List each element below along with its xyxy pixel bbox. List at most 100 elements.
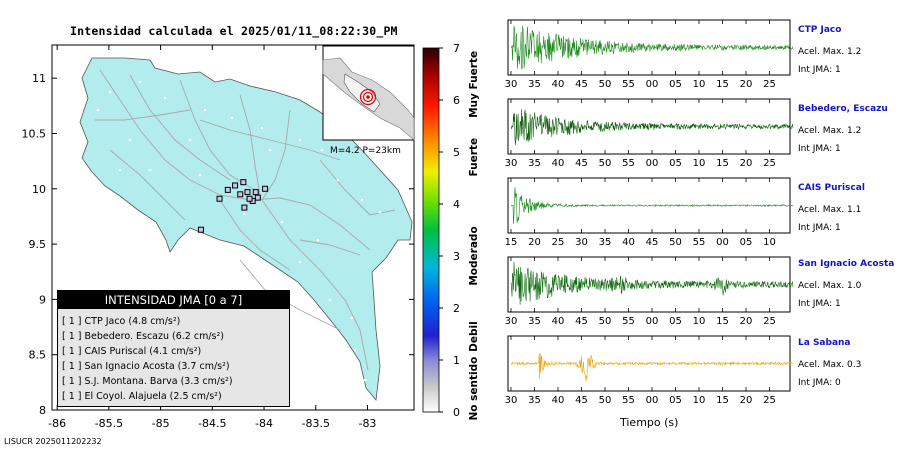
trace-tick-label: 50 [599,395,612,406]
map-y-tick-label: 10 [32,183,46,196]
colorbar-tick-label: 1 [453,354,460,367]
legend-row: [ 1 ] S.J. Montana. Barva (3.3 cm/s²) [62,376,233,387]
trace-tick-label: 15 [716,395,729,406]
station-marker [252,189,259,196]
trace-tick-label: 40 [552,316,565,327]
station-markers [96,80,382,382]
trace-tick-label: 55 [622,395,635,406]
trace-tick-label: 05 [669,79,682,90]
station-marker [197,226,204,233]
trace-tick-label: 30 [505,79,518,90]
town-dot [328,298,332,302]
station-jma: Int JMA: 1 [798,65,841,75]
trace-tick-label: 40 [552,395,565,406]
map-x-tick-label: -86 [48,417,66,430]
trace-tick-label: 45 [575,316,588,327]
station-name: San Ignacio Acosta [798,259,895,269]
map-y-tick-label: 10.5 [22,127,47,140]
town-dot [268,148,272,152]
trace-tick-label: 30 [505,395,518,406]
credit-label: LISUCR 2025011202232 [4,437,102,446]
trace-tick-label: 10 [763,237,776,248]
x-axis-label: Tiempo (s) [620,416,679,429]
colorbar-zone-label: Muy Fuerte [468,51,480,118]
station-marker [240,179,247,186]
trace-tick-label: 25 [552,237,565,248]
trace-tick-label: 45 [575,79,588,90]
station-accel: Acel. Max. 1.2 [798,47,862,57]
trace-tick-label: 35 [528,316,541,327]
colorbar-zone-label: No sentido [468,357,480,421]
trace-panel: 30 35 40 45 50 55 00 05 10 15 20 25 [505,98,794,169]
legend-row: [ 1 ] San Ignacio Acosta (3.7 cm/s²) [62,361,230,372]
station-accel: Acel. Max. 0.3 [798,360,862,370]
town-dot [378,210,382,214]
trace-tick-label: 35 [599,237,612,248]
station-marker [241,204,248,211]
map-x-tick-label: -83 [358,417,376,430]
trace-tick-label: 40 [552,158,565,169]
waveform-panels: 30 35 40 45 50 55 00 05 10 15 20 25 30 35 40 45 50 55 00 05… [505,19,794,406]
trace-tick-label: 10 [693,316,706,327]
intensity-colorbar: 0 1 2 3 4 5 6 7 No sentido Debil Moderado Fuerte Muy… [422,42,480,421]
road-network [95,69,396,371]
trace-tick-label: 15 [716,158,729,169]
station-accel: Acel. Max. 1.2 [798,126,862,136]
intensity-legend: INTENSIDAD JMA [0 a 7] [ 1 ] CTP Jaco (4… [57,290,290,407]
trace-tick-label: 30 [505,316,518,327]
station-marker [244,189,251,196]
colorbar-zone-label: Debil [468,321,480,352]
station-name: CTP Jaco [798,25,842,35]
legend-title: INTENSIDAD JMA [0 a 7] [58,291,289,309]
colorbar-tick-label: 5 [453,146,460,159]
trace-tick-label: 50 [599,79,612,90]
town-dot [298,138,302,142]
colorbar-tick-label: 6 [453,94,460,107]
colorbar-zone-label: Moderado [468,226,480,285]
trace-tick-label: 35 [528,395,541,406]
trace-tick-label: 50 [669,237,682,248]
trace-panel: 30 35 40 45 50 55 00 05 10 15 20 25 [505,19,794,90]
map-x-tick-label: -83.5 [302,417,330,430]
town-dot [360,198,364,202]
trace-tick-label: 05 [740,237,753,248]
colorbar-tick-label: 2 [453,302,460,315]
colorbar-tick-label: 0 [453,406,460,419]
town-dot [198,173,202,177]
station-marker [224,186,231,193]
colorbar-tick-label: 3 [453,250,460,263]
map-x-tick-label: -85 [152,417,170,430]
trace-tick-label: 45 [575,395,588,406]
town-dot [188,138,192,142]
trace-tick-label: 20 [740,395,753,406]
trace-tick-label: 00 [646,79,659,90]
town-dot [138,80,142,84]
epicenter-icon [366,95,370,99]
map-y-tick-label: 9.5 [29,238,47,251]
trace-panel: 30 35 40 45 50 55 00 05 10 15 20 25 [505,256,794,327]
epicenter-ring-outer [359,88,377,106]
colorbar-zone-label: Fuerte [468,138,480,177]
map-x-tick-label: -84 [255,417,273,430]
waveform-line [510,352,794,382]
trace-tick-label: 50 [599,316,612,327]
town-dot [118,168,122,172]
town-dot [280,220,284,224]
town-dot [96,108,100,112]
trace-tick-label: 10 [693,158,706,169]
station-marker [246,195,253,202]
trace-tick-label: 35 [528,158,541,169]
trace-tick-label: 55 [622,158,635,169]
station-jma: Int JMA: 0 [798,378,841,388]
station-jma: Int JMA: 1 [798,299,841,309]
trace-tick-label: 45 [646,237,659,248]
map-y-tick-label: 8 [39,404,46,417]
town-dot [148,168,152,172]
town-dot [230,116,234,120]
trace-tick-label: 05 [669,395,682,406]
trace-tick-label: 20 [740,79,753,90]
station-marker [216,195,223,202]
town-dot [336,178,340,182]
station-marker [254,194,261,201]
station-marker [237,191,244,198]
